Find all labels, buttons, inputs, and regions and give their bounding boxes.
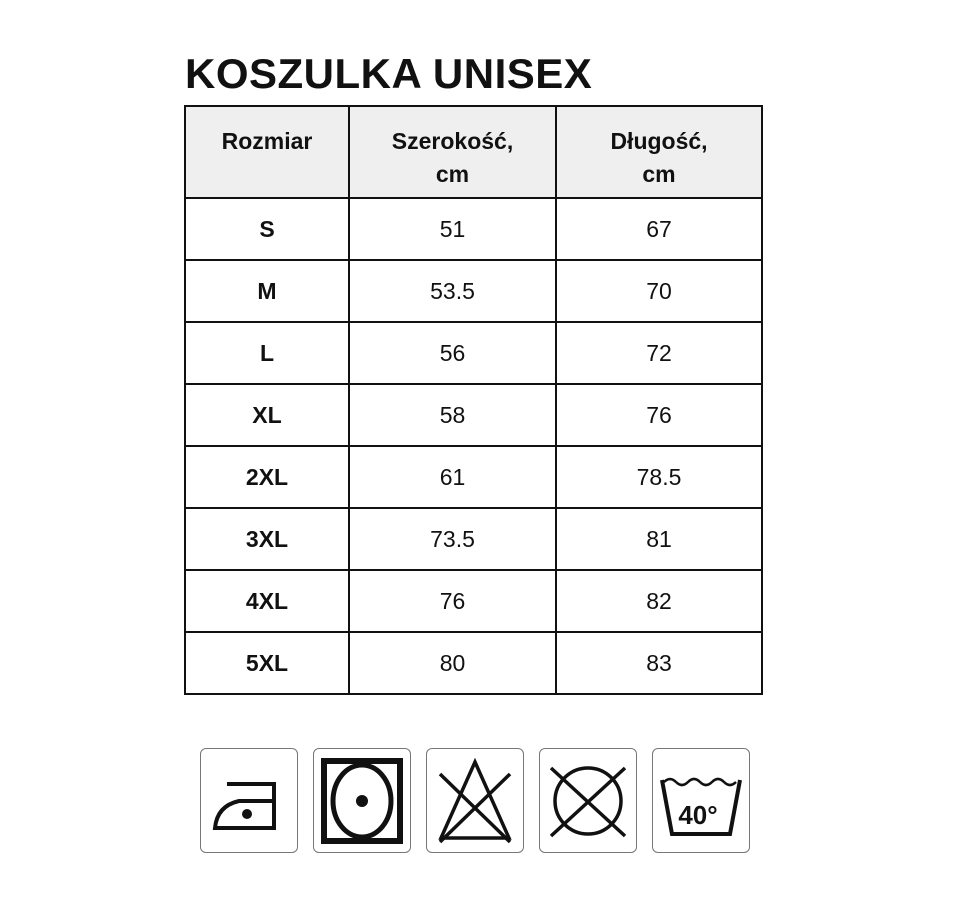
cell-length: 81 — [555, 507, 763, 571]
cell-length: 83 — [555, 631, 763, 695]
header-length: Długość, cm — [555, 105, 763, 199]
page-title: KOSZULKA UNISEX — [185, 50, 593, 97]
table-row: XL 58 76 — [184, 383, 763, 447]
cell-size: S — [184, 197, 350, 261]
wash-temperature: 40° — [678, 800, 717, 830]
cell-width: 51 — [348, 197, 557, 261]
header-unit: cm — [435, 161, 470, 187]
cell-length: 67 — [555, 197, 763, 261]
cell-size: 3XL — [184, 507, 350, 571]
table-row: M 53.5 70 — [184, 259, 763, 323]
header-width: Szerokość, cm — [348, 105, 557, 199]
header-label: Rozmiar — [221, 128, 313, 154]
header-label: Szerokość, — [391, 128, 514, 154]
cell-width: 58 — [348, 383, 557, 447]
table-row: S 51 67 — [184, 197, 763, 261]
cell-width: 53.5 — [348, 259, 557, 323]
cell-size: 4XL — [184, 569, 350, 633]
cell-size: L — [184, 321, 350, 385]
tumble-dry-icon — [313, 748, 411, 853]
do-not-dry-clean-icon — [539, 748, 637, 853]
cell-size: 2XL — [184, 445, 350, 509]
wash-40-icon: 40° — [652, 748, 750, 853]
cell-size: 5XL — [184, 631, 350, 695]
header-size: Rozmiar — [184, 105, 350, 199]
cell-width: 76 — [348, 569, 557, 633]
table-row: 4XL 76 82 — [184, 569, 763, 633]
cell-length: 78.5 — [555, 445, 763, 509]
table-row: L 56 72 — [184, 321, 763, 385]
cell-length: 70 — [555, 259, 763, 323]
cell-width: 80 — [348, 631, 557, 695]
table-header-row: Rozmiar Szerokość, cm Długość, cm — [184, 105, 763, 199]
table-row: 5XL 80 83 — [184, 631, 763, 695]
cell-width: 61 — [348, 445, 557, 509]
cell-width: 73.5 — [348, 507, 557, 571]
cell-length: 72 — [555, 321, 763, 385]
header-label: Długość, — [610, 128, 708, 154]
cell-width: 56 — [348, 321, 557, 385]
cell-length: 76 — [555, 383, 763, 447]
size-table: Rozmiar Szerokość, cm Długość, cm S 51 67 M 53… — [184, 105, 763, 695]
cell-size: XL — [184, 383, 350, 447]
do-not-bleach-icon — [426, 748, 524, 853]
cell-size: M — [184, 259, 350, 323]
care-icons: 40° — [200, 748, 750, 853]
header-unit: cm — [642, 161, 676, 187]
table-row: 3XL 73.5 81 — [184, 507, 763, 571]
table-row: 2XL 61 78.5 — [184, 445, 763, 509]
iron-one-dot-icon — [200, 748, 298, 853]
cell-length: 82 — [555, 569, 763, 633]
